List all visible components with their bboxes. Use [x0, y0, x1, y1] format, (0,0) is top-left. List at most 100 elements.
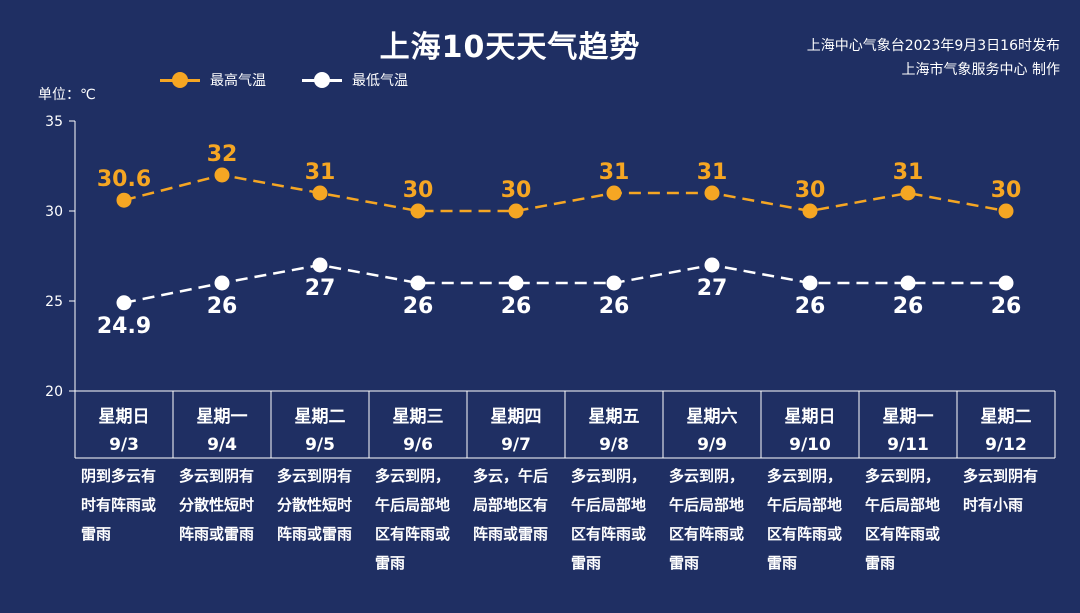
- x-date-label: 9/11: [887, 435, 929, 455]
- x-day-label: 星期五: [589, 407, 640, 427]
- weather-description-line: 雷雨: [375, 554, 406, 572]
- high-temp-label: 30: [795, 178, 826, 203]
- weather-description-line: 阵雨或雷雨: [473, 525, 549, 543]
- weather-description-line: 区有阵雨或: [767, 525, 843, 543]
- weather-description-line: 区有阵雨或: [669, 525, 745, 543]
- weather-description-line: 局部地区有: [473, 496, 549, 514]
- weather-description-line: 雷雨: [81, 525, 112, 543]
- low-temp-label: 26: [893, 294, 924, 319]
- weather-description-line: 午后局部地: [865, 496, 941, 514]
- high-temp-point: [998, 203, 1014, 219]
- weather-description-line: 多云到阴，: [571, 467, 647, 485]
- weather-description-line: 多云到阴有: [963, 467, 1039, 485]
- y-tick-label: 30: [45, 204, 63, 220]
- low-temp-point: [606, 275, 622, 291]
- high-temp-point: [802, 203, 818, 219]
- weather-description-line: 多云，午后: [473, 467, 549, 485]
- x-day-label: 星期日: [99, 407, 150, 427]
- x-date-label: 9/8: [599, 435, 629, 455]
- weather-description-line: 午后局部地: [767, 496, 843, 514]
- high-temp-point: [900, 185, 916, 201]
- weather-description-line: 区有阵雨或: [865, 525, 941, 543]
- legend-item-high: 最高气温: [160, 70, 266, 90]
- weather-description-line: 多云到阴，: [669, 467, 745, 485]
- legend-item-low: 最低气温: [302, 70, 408, 90]
- high-temp-line: [123, 173, 1007, 213]
- low-temp-label: 27: [305, 276, 336, 301]
- x-day-label: 星期日: [785, 407, 836, 427]
- high-temp-point: [508, 203, 524, 219]
- weather-description: 多云到阴， 午后局部地 区有阵雨或 雷雨: [865, 462, 955, 578]
- high-temp-label: 30: [991, 178, 1022, 203]
- source-line-1: 上海中心气象台2023年9月3日16时发布: [806, 38, 1060, 54]
- high-temp-point: [214, 167, 230, 183]
- low-temp-point: [998, 275, 1014, 291]
- high-temp-label: 31: [599, 160, 630, 185]
- low-temp-label: 27: [697, 276, 728, 301]
- x-date-label: 9/4: [207, 435, 237, 455]
- low-temp-point: [900, 275, 916, 291]
- y-tick-label: 20: [45, 384, 63, 400]
- weather-description-line: 阵雨或雷雨: [277, 525, 353, 543]
- low-temp-point: [312, 257, 328, 273]
- high-temp-label: 31: [697, 160, 728, 185]
- high-temp-label: 30: [501, 178, 532, 203]
- low-temp-point: [704, 257, 720, 273]
- source-info: 上海中心气象台2023年9月3日16时发布 上海市气象服务中心 制作: [807, 34, 1060, 82]
- x-day-label: 星期六: [687, 406, 738, 427]
- low-temp-label: 26: [207, 294, 238, 319]
- weather-description: 多云到阴， 午后局部地区有阵雨或雷雨: [767, 462, 857, 578]
- weather-description: 阴到多云有 时有阵雨或 雷雨: [81, 462, 171, 549]
- low-temp-label: 26: [599, 294, 630, 319]
- high-temp-point: [606, 185, 622, 201]
- high-temp-point: [312, 185, 328, 201]
- legend-marker-high-icon: [160, 72, 200, 88]
- weather-description-line: 雷雨: [669, 554, 700, 572]
- weather-description: 多云到阴有 时有小雨: [963, 462, 1053, 520]
- weather-description-line: 阵雨或雷雨: [179, 525, 255, 543]
- y-tick-label: 25: [45, 294, 63, 310]
- high-temp-label: 30.6: [97, 167, 151, 192]
- weather-description-line: 午后局部地: [571, 496, 647, 514]
- x-date-label: 9/9: [697, 435, 727, 455]
- weather-description-line: 阴到多云有: [81, 467, 157, 485]
- legend-label-high: 最高气温: [210, 73, 266, 89]
- weather-description-line: 区有阵雨或: [571, 525, 647, 543]
- weather-description-line: 午后局部地: [669, 496, 745, 514]
- weather-description: 多云到阴有分散性短时阵雨或雷雨: [277, 462, 367, 549]
- x-date-label: 9/3: [109, 435, 139, 455]
- weather-description-line: 雷雨: [865, 554, 896, 572]
- chart-title: 上海10天天气趋势: [379, 30, 641, 65]
- x-day-label: 星期三: [393, 407, 444, 427]
- high-temp-label: 31: [893, 160, 924, 185]
- x-date-label: 9/6: [403, 435, 433, 455]
- weather-description-line: 区有阵雨或: [375, 525, 451, 543]
- low-temp-label: 26: [991, 294, 1022, 319]
- high-temp-label: 31: [305, 160, 336, 185]
- weather-description-line: 分散性短时: [277, 496, 353, 514]
- weather-description-line: 多云到阴有: [277, 467, 353, 485]
- high-temp-label: 30: [403, 178, 434, 203]
- weather-description-line: 午后局部地: [375, 496, 451, 514]
- high-temp-point: [116, 192, 132, 208]
- high-temp-label: 32: [207, 142, 238, 167]
- source-line-2: 上海市气象服务中心 制作: [901, 62, 1060, 78]
- weather-description-line: 多云到阴，: [375, 467, 451, 485]
- low-temp-point: [410, 275, 426, 291]
- low-temp-label: 24.9: [97, 314, 151, 339]
- weather-description-line: 雷雨: [767, 554, 798, 572]
- low-temp-line: [123, 263, 1006, 305]
- unit-label: 单位：℃: [38, 87, 96, 103]
- low-temp-label: 26: [501, 294, 532, 319]
- high-temp-point: [410, 203, 426, 219]
- low-temp-point: [802, 275, 818, 291]
- x-date-label: 9/7: [501, 435, 531, 455]
- weather-description-line: 雷雨: [571, 554, 602, 572]
- x-day-label: 星期四: [491, 407, 542, 427]
- legend-marker-low-icon: [302, 72, 342, 88]
- low-temp-point: [116, 295, 132, 311]
- weather-description-line: 分散性短时: [179, 496, 255, 514]
- weather-description-line: 多云到阴，: [767, 467, 843, 485]
- x-day-label: 星期二: [295, 407, 346, 427]
